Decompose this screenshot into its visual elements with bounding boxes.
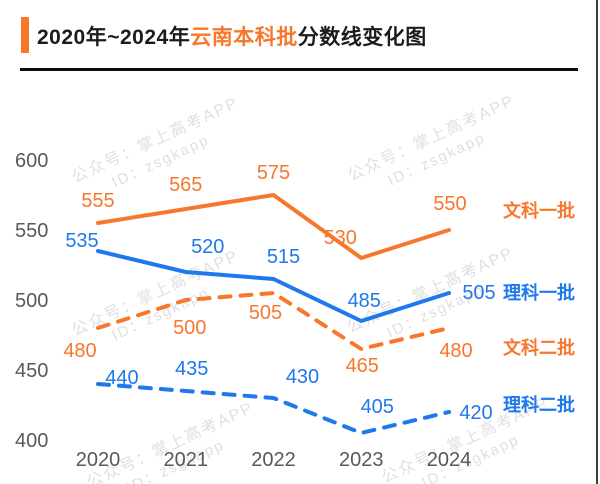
y-tick-label: 550 [15, 220, 48, 242]
point-value-label: 435 [175, 358, 208, 380]
title-highlight: 云南本科批 [190, 26, 298, 49]
header-divider [20, 68, 578, 71]
point-value-label: 530 [324, 227, 357, 249]
y-tick-label: 400 [15, 430, 48, 452]
y-tick-label: 500 [15, 290, 48, 312]
legend-label-3: 理科二批 [503, 394, 575, 415]
legend-label-1: 理科一批 [503, 282, 575, 303]
point-value-label: 520 [191, 236, 224, 258]
legend-label-0: 文科一批 [503, 200, 575, 221]
point-value-label: 515 [267, 246, 300, 268]
point-value-label: 505 [462, 282, 495, 304]
y-tick-label: 450 [15, 360, 48, 382]
point-value-label: 430 [286, 366, 319, 388]
point-value-label: 505 [249, 302, 282, 324]
point-value-label: 420 [459, 402, 492, 424]
point-value-label: 535 [65, 230, 98, 252]
point-value-label: 465 [346, 355, 379, 377]
series-line-1 [96, 249, 451, 323]
point-value-label: 555 [81, 190, 114, 212]
title-accent-bar [21, 17, 29, 53]
point-value-label: 480 [439, 340, 472, 362]
point-value-label: 500 [173, 317, 206, 339]
y-tick-label: 600 [15, 150, 48, 172]
x-tick-label: 2024 [427, 449, 472, 471]
point-value-label: 565 [169, 174, 202, 196]
series-line-2 [96, 291, 451, 351]
series-line-3 [96, 382, 451, 435]
x-tick-label: 2023 [339, 449, 384, 471]
point-value-label: 480 [63, 340, 96, 362]
point-value-label: 405 [361, 396, 394, 418]
point-value-label: 550 [433, 193, 466, 215]
header: 2020年~2024年云南本科批分数线变化图 [0, 0, 600, 70]
right-edge-border [596, 0, 598, 484]
x-tick-label: 2020 [76, 449, 121, 471]
x-tick-label: 2021 [164, 449, 209, 471]
series-line-0 [96, 193, 451, 260]
page-title: 2020年~2024年云南本科批分数线变化图 [37, 21, 427, 51]
legend-label-2: 文科二批 [503, 337, 575, 358]
point-value-label: 575 [257, 162, 290, 184]
title-suffix: 分数线变化图 [297, 26, 427, 49]
title-prefix: 2020年~2024年 [37, 26, 191, 49]
point-value-label: 485 [348, 290, 381, 312]
point-value-label: 440 [105, 367, 138, 389]
x-tick-label: 2022 [251, 449, 296, 471]
